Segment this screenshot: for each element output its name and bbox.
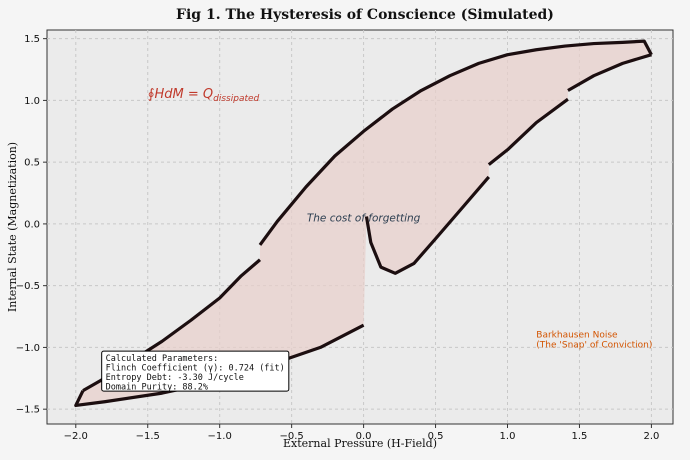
annotation-subscript: dissipated (213, 94, 259, 104)
x-axis-label: External Pressure (H-Field) (283, 437, 437, 450)
info-line: Entropy Debt: -3.30 J/cycle (106, 373, 244, 383)
x-tick-label: 1.5 (572, 431, 588, 442)
y-tick-label: 1.5 (24, 34, 40, 45)
y-tick-label: 0.5 (24, 158, 40, 169)
loop-fill (75, 41, 652, 406)
x-tick-label: 1.0 (500, 431, 516, 442)
annotation: (The 'Snap' of Conviction) (536, 341, 652, 351)
y-tick-label: 0.0 (24, 219, 40, 230)
y-tick-label: 1.0 (24, 96, 40, 107)
info-line: Calculated Parameters: (106, 354, 219, 364)
annotation: ∮HdM = Qdissipated (148, 87, 260, 104)
x-tick-label: −1.0 (208, 431, 232, 442)
y-tick-label: −1.0 (16, 343, 40, 354)
info-line: Flinch Coefficient (γ): 0.724 (fit) (106, 364, 285, 374)
y-tick-label: −1.5 (16, 405, 40, 416)
x-tick-label: −2.0 (64, 431, 88, 442)
chart-title: Fig 1. The Hysteresis of Conscience (Sim… (176, 7, 554, 23)
y-tick-label: −0.5 (16, 281, 40, 292)
x-tick-label: 2.0 (643, 431, 659, 442)
x-tick-label: −0.5 (279, 431, 303, 442)
info-line: Domain Purity: 88.2% (106, 383, 208, 393)
y-axis-label: Internal State (Magnetization) (6, 142, 19, 312)
annotation: Barkhausen Noise (536, 331, 618, 341)
annotation-text: ∮HdM = Q (148, 87, 213, 102)
info-box (101, 350, 290, 392)
annotation-text: The cost of forgetting (307, 212, 421, 224)
annotation: The cost of forgetting (307, 212, 421, 224)
x-tick-label: −1.5 (136, 431, 160, 442)
loop-branch (74, 53, 652, 408)
x-tick-label: 0.0 (356, 431, 372, 442)
x-tick-label: 0.5 (428, 431, 444, 442)
